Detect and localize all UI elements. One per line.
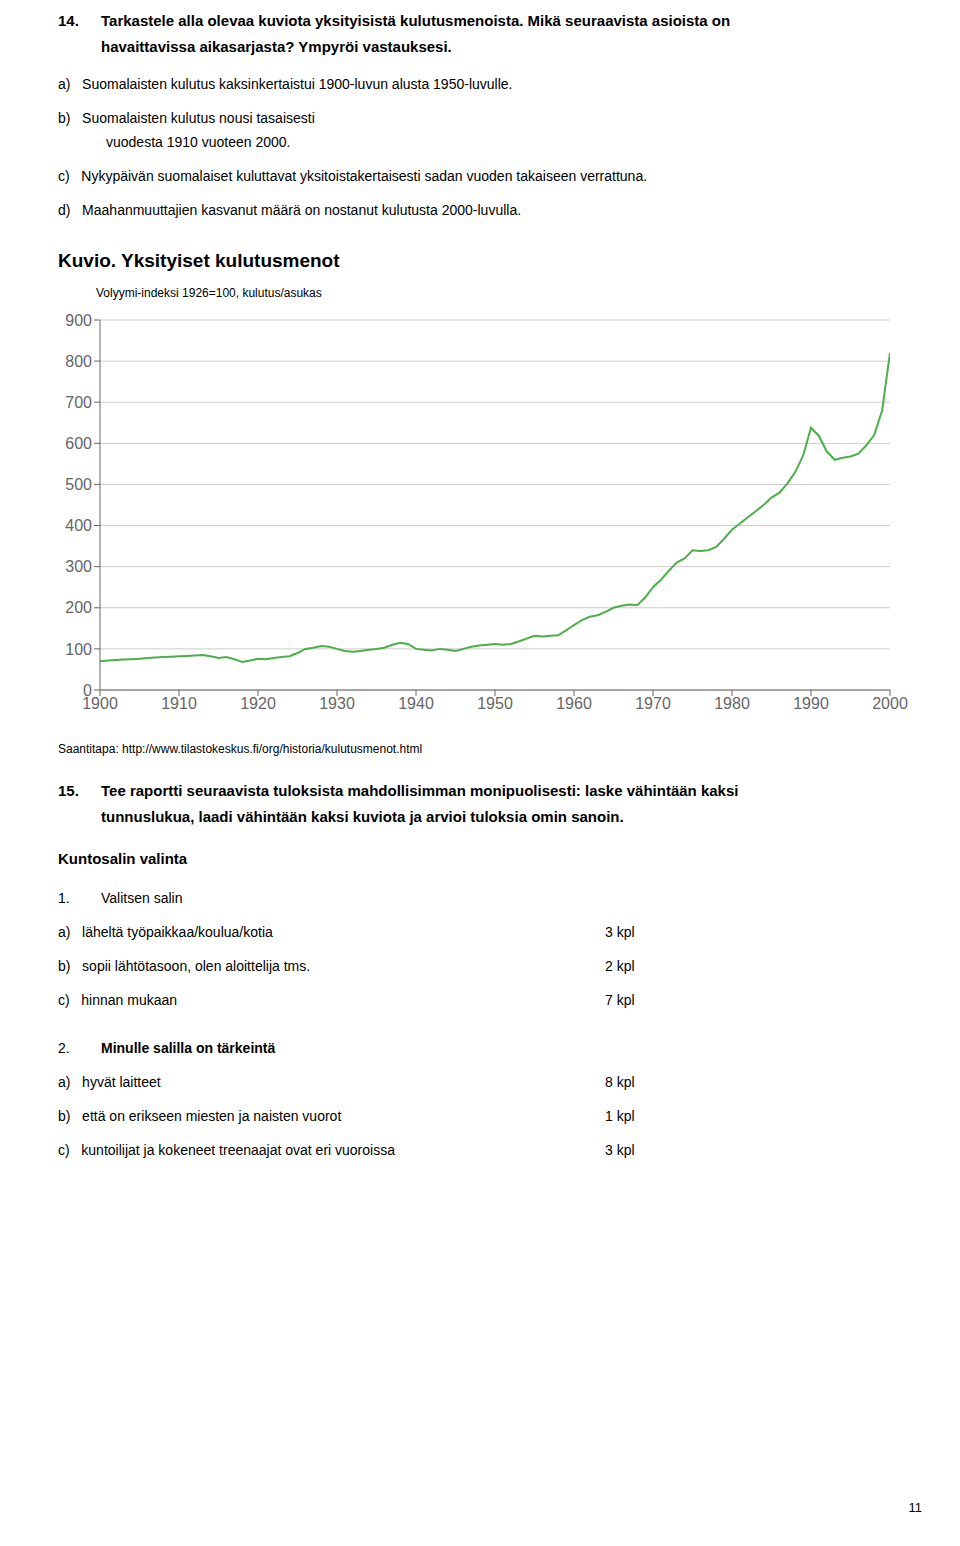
html-text:a) hyvät laitteet: a) hyvät laitteet — [58, 1074, 161, 1090]
html-text:Kuvio. Yksityiset kulutusmenot: Kuvio. Yksityiset kulutusmenot — [58, 250, 340, 271]
html-text:3 kpl: 3 kpl — [605, 1142, 635, 1158]
html-text:a) läheltä työpaikkaa/koulua/k: a) läheltä työpaikkaa/koulua/kotia — [58, 924, 273, 940]
svg-text:1940: 1940 — [398, 695, 434, 712]
html-text:7 kpl: 7 kpl — [605, 992, 635, 1008]
svg-text:0: 0 — [83, 682, 92, 699]
svg-text:200: 200 — [65, 599, 92, 616]
svg-text:100: 100 — [65, 641, 92, 658]
html-text:Saantitapa: http://www.tilasto: Saantitapa: http://www.tilastokeskus.fi/… — [58, 742, 423, 756]
html-text:b) sopii lähtötasoon, olen alo: b) sopii lähtötasoon, olen aloittelija t… — [58, 958, 311, 974]
html-text:c) Nykypäivän suomalaiset kulu: c) Nykypäivän suomalaiset kuluttavat yks… — [58, 168, 648, 184]
html-text:Kuntosalin valinta: Kuntosalin valinta — [58, 850, 188, 867]
svg-text:700: 700 — [65, 394, 92, 411]
html-text:2.: 2. — [58, 1040, 70, 1056]
html-text:8 kpl: 8 kpl — [605, 1074, 635, 1090]
svg-text:1960: 1960 — [556, 695, 592, 712]
svg-text:400: 400 — [65, 517, 92, 534]
svg-text:1970: 1970 — [635, 695, 671, 712]
html-text:3 kpl: 3 kpl — [605, 924, 635, 940]
svg-text:1990: 1990 — [793, 695, 829, 712]
html-text:Minulle salilla on tärkeintä: Minulle salilla on tärkeintä — [101, 1040, 276, 1056]
svg-text:300: 300 — [65, 558, 92, 575]
svg-text:1930: 1930 — [319, 695, 355, 712]
svg-text:800: 800 — [65, 353, 92, 370]
html-text:14.: 14. — [58, 12, 79, 29]
html-text:c) hinnan mukaan: c) hinnan mukaan — [58, 992, 178, 1008]
svg-text:900: 900 — [65, 312, 92, 329]
html-text:Tarkastele alla olevaa kuviota: Tarkastele alla olevaa kuviota yksityisi… — [101, 12, 731, 29]
html-text:1 kpl: 1 kpl — [605, 1108, 635, 1124]
svg-text:1900: 1900 — [82, 695, 118, 713]
html-text:Valitsen salin: Valitsen salin — [101, 890, 183, 906]
html-text:Volyymi-indeksi 1926=100, kulu: Volyymi-indeksi 1926=100, kulutus/asukas — [96, 286, 322, 300]
html-text:1.: 1. — [58, 890, 70, 906]
svg-text:2000: 2000 — [872, 695, 908, 712]
html-text:b) Suomalaisten kulutus nousi: b) Suomalaisten kulutus nousi tasaisesti — [58, 110, 315, 126]
html-text:c) kuntoilijat ja kokeneet tre: c) kuntoilijat ja kokeneet treenaajat ov… — [58, 1142, 395, 1158]
html-text:vuodesta 1910 vuoteen 2000.: vuodesta 1910 vuoteen 2000. — [106, 134, 291, 150]
svg-text:1910: 1910 — [161, 695, 197, 712]
html-text:tunnuslukua, laadi vähintään k: tunnuslukua, laadi vähintään kaksi kuvio… — [101, 808, 624, 825]
html-text:b) että on erikseen miesten ja: b) että on erikseen miesten ja naisten v… — [58, 1108, 342, 1124]
svg-text:1980: 1980 — [714, 695, 750, 712]
svg-text:500: 500 — [65, 476, 92, 493]
svg-text:1920: 1920 — [240, 695, 276, 712]
html-text:a) Suomalaisten kulutus kaksin: a) Suomalaisten kulutus kaksinkertaistui… — [58, 76, 513, 92]
html-text:15.: 15. — [58, 782, 79, 799]
html-text:11: 11 — [908, 1500, 922, 1515]
html-text:havaittavissa aikasarjasta? Ym: havaittavissa aikasarjasta? Ympyröi vast… — [101, 38, 452, 55]
html-text:Tee raportti seuraavista tulok: Tee raportti seuraavista tuloksista mahd… — [101, 782, 739, 799]
svg-text:1950: 1950 — [477, 695, 513, 712]
html-text:2 kpl: 2 kpl — [605, 958, 635, 974]
html-text:d) Maahanmuuttajien kasvanut m: d) Maahanmuuttajien kasvanut määrä on no… — [58, 202, 522, 218]
svg-text:600: 600 — [65, 435, 92, 452]
